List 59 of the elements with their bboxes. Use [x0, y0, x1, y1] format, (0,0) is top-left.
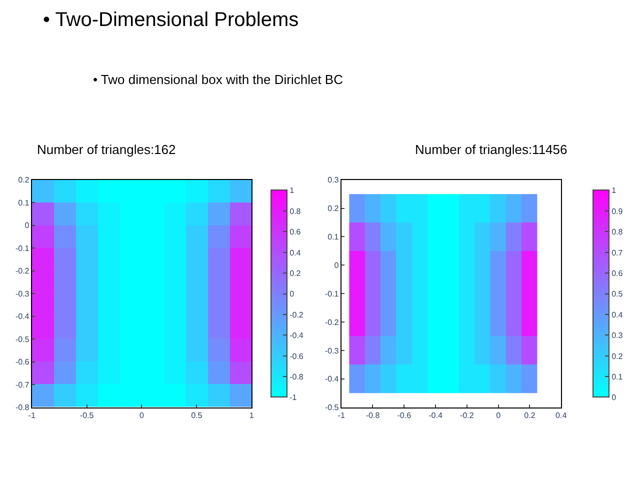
- color-bar-label: 0.6: [290, 228, 302, 237]
- y-tick-label: 0.1: [328, 232, 340, 242]
- chart-subtitle: • Two dimensional box with the Dirichlet BC: [93, 72, 343, 87]
- y-tick-label: -0.6: [15, 358, 30, 367]
- y-tick-label: -0.7: [15, 380, 30, 390]
- text: Number of triangles:11456: [415, 142, 568, 157]
- color-bar-label: 0.6: [612, 268, 624, 278]
- color-bar-label: 0.3: [612, 331, 624, 340]
- y-tick-label: 0.3: [328, 176, 340, 185]
- x-tick-label: -1: [338, 410, 346, 420]
- y-tick-label: -0.5: [15, 334, 30, 344]
- color-bar-label: 1: [612, 186, 617, 196]
- x-tick-label: -1: [28, 410, 36, 420]
- x-tick-label: -0.2: [460, 410, 474, 420]
- x-tick-label: -0.4: [428, 410, 443, 420]
- x-tick-label: 0: [140, 410, 144, 420]
- color-bar-label: 0.5: [612, 290, 624, 299]
- color-bar-label: 0.4: [612, 310, 624, 320]
- y-tick-label: 0.2: [18, 176, 30, 185]
- x-tick-label: 0.2: [524, 410, 536, 420]
- y-tick-label: 0: [24, 221, 30, 230]
- y-tick-label: -0.3: [324, 346, 340, 356]
- y-tick-label: -0.8: [15, 403, 30, 412]
- color-bar-label: 0.7: [612, 248, 624, 258]
- color-bar-label: 0.4: [290, 248, 302, 258]
- color-bar-label: 0: [612, 393, 617, 402]
- y-tick-label: 0: [334, 260, 340, 270]
- y-tick-label: 0.1: [18, 198, 30, 208]
- x-tick-label: -0.6: [397, 410, 412, 420]
- y-tick-label: -0.4: [324, 374, 340, 384]
- color-bar-label: 0.9: [612, 206, 624, 216]
- x-tick-label: 1: [249, 410, 254, 420]
- color-bar-label: 0.8: [612, 228, 624, 237]
- y-tick-label: -0.1: [15, 244, 30, 253]
- x-tick-label: -0.5: [80, 410, 94, 420]
- color-bar-label: -0.2: [290, 310, 304, 320]
- color-bar-label: 0: [290, 290, 295, 299]
- y-tick-label: -0.1: [324, 289, 340, 298]
- color-bar-label: 1: [290, 186, 295, 196]
- y-tick-label: -0.5: [324, 403, 340, 412]
- x-tick-label: 0.4: [556, 410, 568, 420]
- color-bar-label: -0.8: [290, 372, 304, 382]
- color-bar-label: -0.4: [290, 331, 304, 340]
- text: Number of triangles:162: [37, 142, 176, 157]
- y-tick-label: -0.2: [324, 318, 340, 327]
- y-tick-label: 0.2: [328, 204, 340, 214]
- color-bar-label: -0.6: [290, 352, 304, 361]
- color-bar-label: 0.2: [290, 268, 302, 278]
- y-tick-label: -0.3: [15, 289, 30, 298]
- y-tick-label: -0.2: [15, 266, 30, 276]
- color-bar-label: -1: [290, 393, 298, 402]
- color-bar-label: 0.2: [612, 352, 624, 361]
- color-bar-label: 0.1: [612, 372, 624, 382]
- chart-title: • Two-Dimensional Problems: [43, 9, 299, 31]
- color-bar-label: 0.8: [290, 206, 302, 216]
- x-tick-label: 0: [496, 410, 502, 420]
- y-tick-label: -0.4: [15, 312, 30, 322]
- x-tick-label: 0.5: [191, 410, 203, 420]
- x-tick-label: -0.8: [366, 410, 380, 420]
